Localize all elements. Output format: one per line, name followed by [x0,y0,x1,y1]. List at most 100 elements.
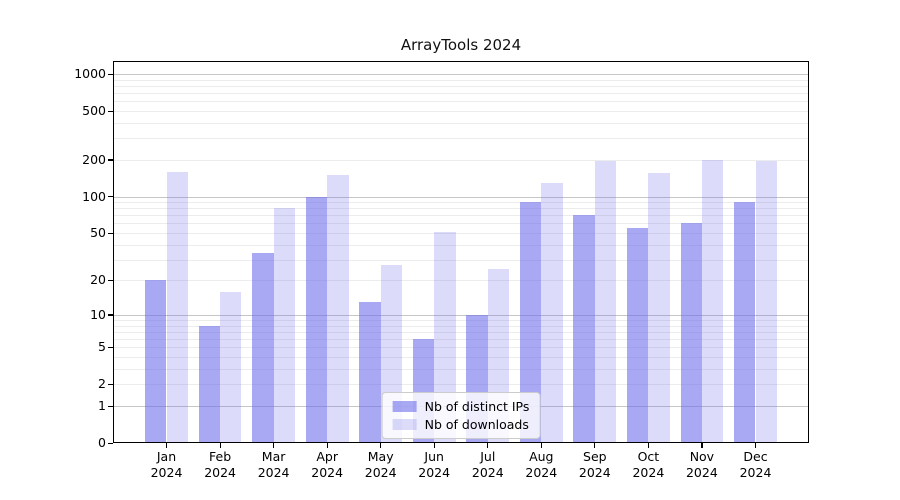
y-tick-mark [108,383,113,386]
x-tick-label-apr: Apr 2024 [311,449,344,480]
gridline-minor [113,111,809,112]
legend-label-distinct-ips: Nb of distinct IPs [424,399,530,415]
x-tick-label-jan: Jan 2024 [150,449,183,480]
y-tick-mark [108,314,113,316]
bar-downloads-aug [541,182,563,443]
y-tick-mark [108,279,113,282]
gridline-major [113,314,809,316]
bar-downloads-sep [594,161,617,443]
gridline-minor [113,138,809,140]
y-tick-label: 500 [82,103,106,118]
x-tick-mark [433,443,435,448]
bar-ips-mar [252,253,274,443]
y-tick-mark [108,159,113,161]
bar-ips-nov [680,223,702,443]
y-tick-mark [108,232,113,234]
legend-entry-distinct-ips: Nb of distinct IPs [392,398,530,416]
x-tick-mark [647,443,650,448]
x-tick-mark [701,443,703,448]
bar-ips-dec [734,202,756,443]
bar-downloads-jun [434,232,456,443]
x-tick-mark [273,443,275,448]
y-tick-mark [108,346,113,349]
gridline-minor [113,215,809,217]
legend-entry-downloads: Nb of downloads [392,416,530,434]
bar-downloads-apr [327,175,349,443]
x-tick-label-jun: Jun 2024 [418,449,451,480]
x-tick-label-nov: Nov 2024 [685,449,718,480]
bar-downloads-feb [220,291,242,443]
y-tick-label: 1000 [74,66,106,81]
y-tick-mark [108,73,113,75]
x-tick-label-mar: Mar 2024 [257,449,290,480]
gridline-minor [113,357,809,358]
gridline-minor [113,233,809,234]
gridline-minor [113,369,809,370]
bar-ips-may [359,302,381,443]
gridline-minor [113,223,809,225]
bar-ips-feb [198,325,221,443]
bar-downloads-oct [648,173,670,443]
y-tick-label: 5 [98,339,106,355]
gridline-minor [113,259,809,261]
gridline-minor [113,325,809,327]
x-tick-label-sep: Sep 2024 [578,449,611,480]
gridline-minor [113,85,809,87]
gridline-minor [113,384,809,386]
y-tick-label: 200 [82,151,106,167]
gridline-minor [113,347,809,349]
gridline-minor [113,79,809,81]
x-tick-mark [380,443,382,448]
bar-downloads-dec [755,161,777,443]
gridline-major [113,196,809,198]
gridline-minor [113,101,809,103]
x-tick-label-feb: Feb 2024 [204,449,236,480]
bar-ips-jan [145,280,167,443]
y-tick-mark [108,442,113,444]
plot-area [113,61,809,443]
x-tick-label-dec: Dec 2024 [739,449,772,480]
bar-downloads-mar [273,208,295,443]
gridline-minor [113,159,809,161]
gridline-minor [113,280,809,282]
bar-ips-oct [627,228,649,443]
y-tick-label: 1 [98,398,106,413]
legend-label-downloads: Nb of downloads [424,416,529,432]
gridline-minor [113,122,809,124]
x-tick-mark [540,443,542,448]
x-tick-mark [219,443,221,448]
y-tick-label: 100 [82,188,106,204]
gridline-minor [113,339,809,341]
legend: Nb of distinct IPs Nb of downloads [381,392,541,439]
y-tick-label: 2 [98,376,106,392]
x-tick-mark [594,443,596,448]
bar-downloads-nov [701,159,724,443]
x-tick-label-oct: Oct 2024 [632,449,665,480]
gridline-minor [113,320,809,321]
y-tick-label: 10 [90,306,106,322]
y-tick-label: 20 [90,272,106,288]
legend-swatch-distinct-ips [392,401,417,413]
bar-ips-aug [519,202,542,443]
x-tick-mark [326,443,328,448]
y-tick-label: 50 [90,225,106,240]
legend-swatch-downloads [392,418,417,430]
gridline-minor [113,208,809,210]
gridline-minor [113,244,809,246]
y-tick-mark [108,405,113,407]
x-tick-mark [487,443,489,448]
gridline-minor [113,331,809,333]
x-tick-label-may: May 2024 [364,449,397,480]
bar-ips-sep [573,215,595,443]
gridline-major [113,74,809,75]
bar-ips-apr [305,196,328,443]
gridline-minor [113,93,809,94]
bar-downloads-jan [166,171,188,443]
gridline-minor [113,202,809,204]
y-tick-mark [108,196,113,198]
x-tick-mark [165,443,168,448]
x-tick-mark [754,443,757,448]
chart-title: ArrayTools 2024 [400,36,522,54]
x-tick-label-jul: Jul 2024 [471,449,504,480]
